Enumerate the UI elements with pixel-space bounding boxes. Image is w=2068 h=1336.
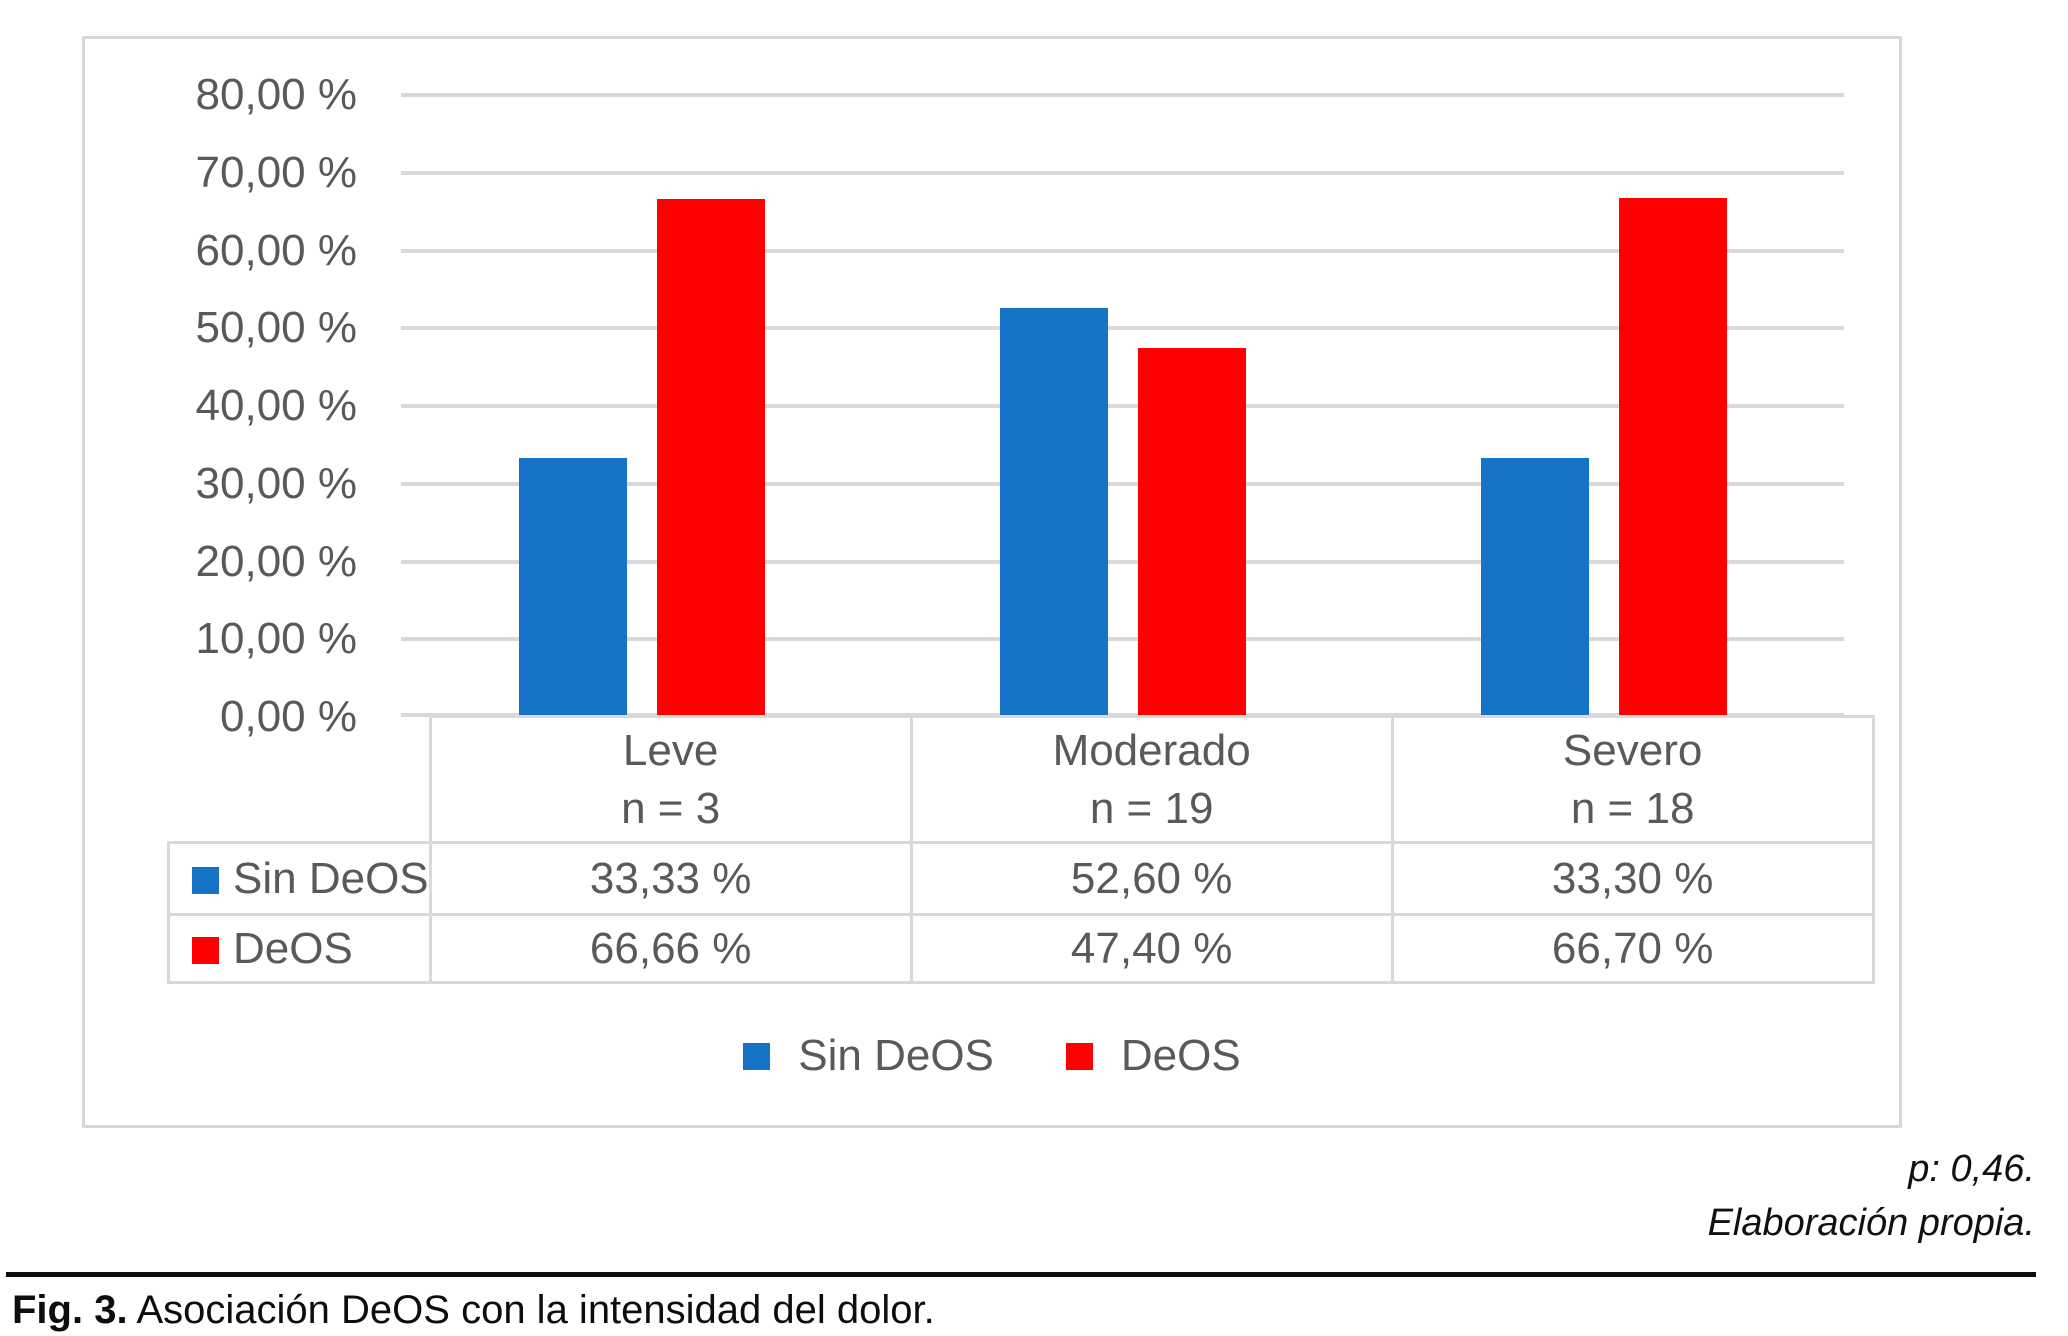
gridline <box>401 170 1844 175</box>
category-label: Moderado <box>1052 725 1251 775</box>
caption-text: Asociación DeOS con la intensidad del do… <box>136 1288 935 1332</box>
sin-deos-swatch-icon <box>192 866 219 894</box>
category-sublabel: n = 3 <box>621 783 721 833</box>
table-header-row: Leve n = 3 Moderado n = 19 Severo n = 18 <box>169 715 1875 844</box>
bar-deos-leve <box>656 198 765 717</box>
series-label-cell: Sin DeOS <box>167 841 432 916</box>
y-tick-label: 60,00 % <box>195 225 357 275</box>
category-label: Severo <box>1562 725 1703 775</box>
y-tick-label: 10,00 % <box>195 614 357 664</box>
chart-frame: 0,00 % 10,00 % 20,00 % 30,00 % 40,00 % 50,00 … <box>82 36 1902 1128</box>
source-note: Elaboración propia. <box>1707 1202 2035 1244</box>
value-cell: 33,33 % <box>428 841 913 916</box>
gridline <box>401 248 1844 253</box>
legend-item-sin-deos: Sin DeOS <box>743 1031 994 1081</box>
category-label: Leve <box>622 725 719 775</box>
gridline <box>401 559 1844 564</box>
gridline <box>401 637 1844 642</box>
category-sublabel: n = 18 <box>1570 783 1695 833</box>
value-cell: 47,40 % <box>909 913 1394 984</box>
table-corner-cell <box>169 717 431 843</box>
deos-swatch-icon <box>192 936 219 964</box>
category-sublabel: n = 19 <box>1089 783 1214 833</box>
caption-divider <box>6 1272 2036 1277</box>
y-tick-label: 80,00 % <box>195 70 357 119</box>
p-value-note: p: 0,46. <box>1908 1148 2035 1190</box>
y-tick-label: 20,00 % <box>195 536 357 586</box>
bar-sin-deos-moderado <box>999 308 1108 717</box>
y-tick-label: 40,00 % <box>195 381 357 430</box>
category-header-severo: Severo n = 18 <box>1390 715 1875 844</box>
value-cell: 52,60 % <box>909 841 1394 916</box>
series-name: Sin DeOS <box>233 853 429 903</box>
legend-label: Sin DeOS <box>798 1031 994 1080</box>
category-header-moderado: Moderado n = 19 <box>909 715 1394 844</box>
value-cell: 33,30 % <box>1390 841 1875 916</box>
bar-deos-severo <box>1618 198 1727 717</box>
bar-sin-deos-leve <box>518 457 627 717</box>
deos-swatch-icon <box>1065 1042 1093 1070</box>
legend: Sin DeOS DeOS <box>85 1029 1899 1083</box>
series-label-cell: DeOS <box>167 913 432 984</box>
category-header-leve: Leve n = 3 <box>428 715 913 844</box>
y-tick-label: 70,00 % <box>195 147 357 197</box>
caption-number: Fig. 3. <box>12 1288 128 1332</box>
gridline <box>401 713 1844 717</box>
y-tick-label: 50,00 % <box>195 303 357 353</box>
gridline <box>401 326 1844 331</box>
series-name: DeOS <box>233 923 353 973</box>
legend-item-deos: DeOS <box>1065 1031 1241 1081</box>
y-tick-label: 30,00 % <box>195 458 357 508</box>
gridline <box>401 481 1844 486</box>
data-table: Leve n = 3 Moderado n = 19 Severo n = 18… <box>167 715 1875 984</box>
table-row-deos: DeOS 66,66 % 47,40 % 66,70 % <box>167 913 1875 984</box>
table-row-sin-deos: Sin DeOS 33,33 % 52,60 % 33,30 % <box>167 841 1875 916</box>
figure-caption: Fig. 3. Asociación DeOS con la intensida… <box>12 1288 935 1333</box>
value-cell: 66,66 % <box>428 913 913 984</box>
sin-deos-swatch-icon <box>743 1042 771 1070</box>
y-axis: 0,00 % 10,00 % 20,00 % 30,00 % 40,00 % 50,00 … <box>85 70 357 741</box>
plot-area <box>401 93 1844 717</box>
gridline <box>401 404 1844 408</box>
y-tick-label: 0,00 % <box>220 692 357 741</box>
gridline <box>401 93 1844 97</box>
bar-deos-moderado <box>1137 348 1246 717</box>
value-cell: 66,70 % <box>1390 913 1875 984</box>
bar-sin-deos-severo <box>1480 458 1589 717</box>
legend-label: DeOS <box>1120 1031 1241 1080</box>
